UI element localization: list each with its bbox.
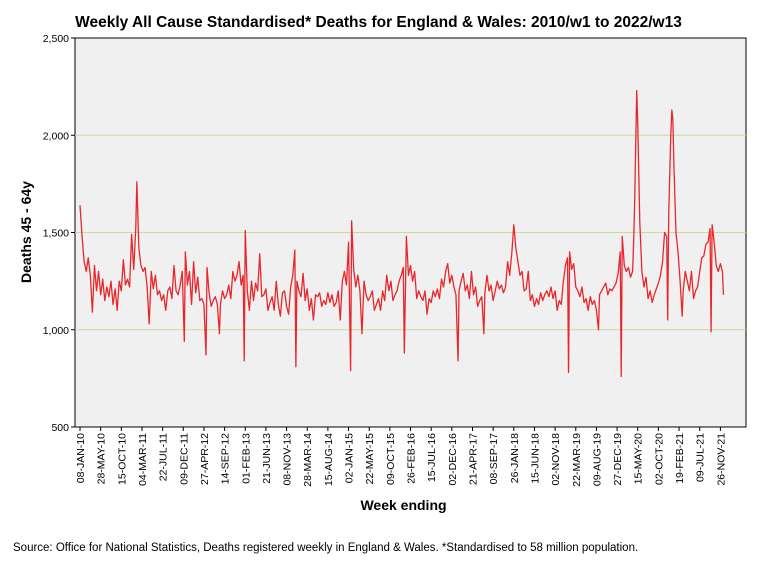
y-axis: 500 1,000 1,500 2,000 2,500 [43, 33, 75, 434]
x-tick-label: 01-FEB-13 [240, 433, 252, 484]
x-tick-label: 09-OCT-15 [385, 433, 397, 485]
chart-title: Weekly All Cause Standardised* Deaths fo… [75, 14, 682, 31]
x-tick-label: 08-JAN-10 [75, 433, 87, 483]
x-tick-label: 21-APR-17 [467, 433, 479, 485]
x-tick-label: 09-DEC-11 [178, 433, 190, 485]
x-tick-label: 28-MAY-10 [96, 433, 108, 485]
x-tick-label: 15-AUG-14 [323, 433, 335, 486]
y-tick-label: 1,000 [43, 325, 69, 337]
y-tick-label: 2,000 [43, 130, 69, 142]
x-tick-label: 27-DEC-19 [612, 433, 624, 486]
x-tick-label: 04-MAR-11 [137, 433, 149, 486]
x-tick-label: 15-JUN-18 [529, 433, 541, 484]
x-tick-label: 28-MAR-14 [302, 433, 314, 487]
y-tick-label: 2,500 [43, 33, 69, 45]
x-tick-label: 22-MAY-15 [364, 433, 376, 485]
source-note: Source: Office for National Statistics, … [13, 542, 639, 554]
x-tick-label: 26-JAN-18 [509, 433, 521, 483]
series-line-0 [79, 89, 725, 378]
x-tick-label: 21-JUN-13 [261, 433, 273, 484]
y-tick-label: 500 [51, 422, 69, 434]
series-layer [79, 89, 725, 378]
x-tick-label: 15-JUL-16 [426, 433, 438, 482]
x-tick-label: 22-MAR-19 [571, 433, 583, 487]
x-tick-label: 08-NOV-13 [282, 433, 294, 486]
x-tick-label: 15-MAY-20 [633, 433, 645, 485]
x-tick-label: 14-SEP-12 [220, 433, 232, 485]
x-tick-label: 02-NOV-18 [550, 433, 562, 486]
x-tick-label: 02-OCT-20 [653, 433, 665, 485]
x-tick-label: 26-NOV-21 [715, 433, 727, 486]
x-tick-label: 26-FEB-16 [406, 433, 418, 484]
x-tick-label: 08-SEP-17 [488, 433, 500, 485]
x-tick-label: 09-AUG-19 [591, 433, 603, 486]
x-axis: 08-JAN-10 28-MAY-10 15-OCT-10 04-MAR-11 22-J… [75, 427, 727, 487]
x-tick-label: 19-FEB-21 [674, 433, 686, 484]
x-tick-label: 09-JUL-21 [695, 433, 707, 482]
x-tick-label: 15-OCT-10 [116, 433, 128, 485]
x-tick-label: 27-APR-12 [199, 433, 211, 485]
x-axis-label: Week ending [360, 497, 447, 513]
x-tick-label: 22-JUL-11 [158, 433, 170, 481]
x-tick-label: 02-JAN-15 [344, 433, 356, 483]
x-tick-label: 02-DEC-16 [447, 433, 459, 486]
y-tick-label: 1,500 [43, 228, 69, 240]
